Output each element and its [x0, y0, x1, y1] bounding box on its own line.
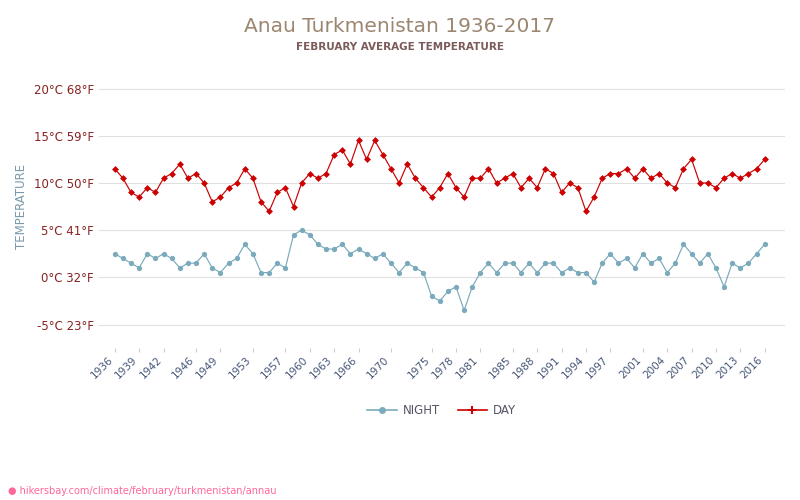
Text: Anau Turkmenistan 1936-2017: Anau Turkmenistan 1936-2017: [245, 18, 555, 36]
Y-axis label: TEMPERATURE: TEMPERATURE: [15, 164, 28, 249]
Legend: NIGHT, DAY: NIGHT, DAY: [362, 399, 521, 421]
Text: FEBRUARY AVERAGE TEMPERATURE: FEBRUARY AVERAGE TEMPERATURE: [296, 42, 504, 52]
Text: ● hikersbay.com/climate/february/turkmenistan/annau: ● hikersbay.com/climate/february/turkmen…: [8, 486, 277, 496]
